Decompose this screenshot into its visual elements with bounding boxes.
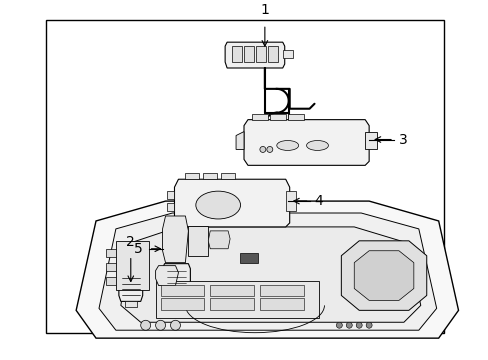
Circle shape: [170, 320, 180, 330]
Circle shape: [141, 320, 150, 330]
Circle shape: [366, 322, 371, 328]
Text: 2: 2: [126, 235, 135, 249]
Bar: [210, 284, 253, 296]
Polygon shape: [255, 46, 265, 62]
Polygon shape: [282, 50, 292, 58]
Polygon shape: [365, 131, 376, 149]
Text: 5: 5: [134, 242, 142, 256]
Polygon shape: [76, 201, 458, 338]
Polygon shape: [121, 227, 420, 322]
Polygon shape: [99, 213, 436, 330]
Polygon shape: [155, 266, 178, 285]
Polygon shape: [287, 114, 303, 120]
Bar: [210, 298, 253, 310]
Polygon shape: [236, 131, 244, 149]
Polygon shape: [155, 280, 319, 318]
Polygon shape: [106, 263, 116, 271]
Polygon shape: [244, 46, 253, 62]
Polygon shape: [285, 191, 295, 211]
Ellipse shape: [306, 140, 328, 150]
Bar: [259, 284, 303, 296]
Polygon shape: [162, 216, 188, 263]
Polygon shape: [221, 173, 235, 179]
Ellipse shape: [276, 140, 298, 150]
Circle shape: [336, 322, 342, 328]
Bar: [240, 253, 257, 263]
Polygon shape: [232, 46, 242, 62]
Polygon shape: [106, 249, 116, 257]
Polygon shape: [166, 203, 174, 211]
Text: 1: 1: [260, 3, 269, 17]
Circle shape: [346, 322, 351, 328]
Polygon shape: [341, 241, 426, 310]
Circle shape: [355, 322, 362, 328]
Polygon shape: [267, 46, 277, 62]
Polygon shape: [106, 276, 116, 284]
Circle shape: [259, 147, 265, 152]
Polygon shape: [119, 270, 142, 301]
Polygon shape: [174, 179, 289, 227]
Polygon shape: [353, 251, 413, 300]
Bar: [160, 298, 204, 310]
Bar: [160, 284, 204, 296]
Polygon shape: [224, 42, 284, 68]
Polygon shape: [208, 231, 230, 249]
Text: 4: 4: [314, 194, 323, 208]
Polygon shape: [244, 120, 368, 165]
Circle shape: [266, 147, 272, 152]
Circle shape: [155, 320, 165, 330]
Polygon shape: [188, 226, 208, 256]
Polygon shape: [203, 173, 217, 179]
Polygon shape: [162, 264, 190, 293]
Polygon shape: [124, 301, 137, 307]
Polygon shape: [185, 173, 199, 179]
Ellipse shape: [195, 191, 240, 219]
Bar: [46, 20, 443, 333]
Text: 3: 3: [398, 132, 407, 147]
Polygon shape: [116, 241, 148, 291]
Polygon shape: [269, 114, 285, 120]
Polygon shape: [166, 191, 174, 199]
Polygon shape: [251, 114, 267, 120]
Bar: [259, 298, 303, 310]
